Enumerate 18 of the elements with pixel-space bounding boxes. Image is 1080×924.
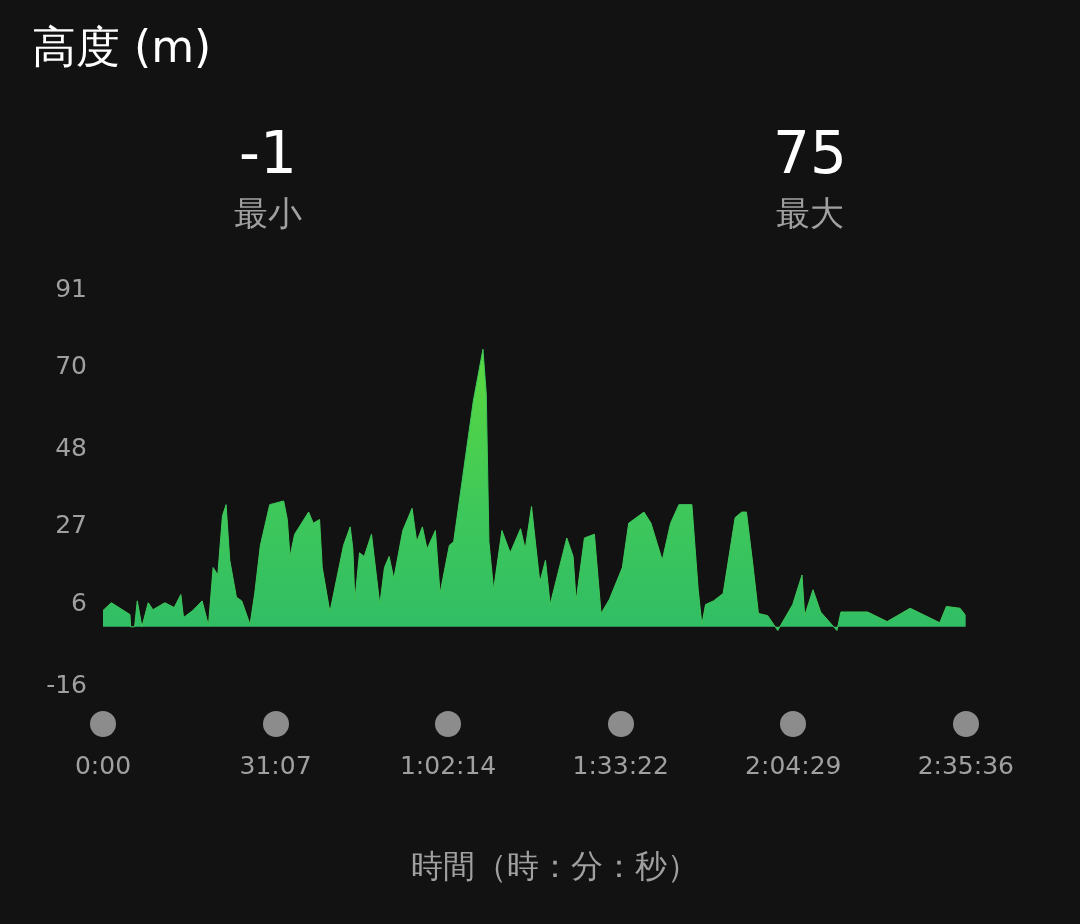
y-tick-label: 48: [55, 432, 87, 462]
y-tick-label: 91: [55, 273, 87, 303]
x-tick-label: 2:35:36: [917, 750, 1014, 780]
text: 最大: [775, 192, 845, 235]
y-tick-label: 6: [71, 588, 87, 618]
x-tick-label: 1:33:22: [572, 750, 669, 780]
y-tick-label: 27: [55, 510, 87, 540]
y-tick-label: 70: [55, 351, 87, 381]
x-tick-label: 0:00: [74, 750, 132, 780]
x-tick-label: 1:02:14: [399, 750, 497, 780]
x-axis-title: 時間（時：分：秒）: [410, 846, 700, 887]
text: 最小: [233, 192, 303, 235]
y-tick-label: -16: [46, 669, 87, 699]
x-tick-label: 31:07: [239, 750, 312, 780]
text: 75: [772, 118, 848, 188]
chart-title: 高度 (m): [32, 20, 212, 74]
text: -1: [238, 118, 298, 188]
x-tick-label: 2:04:29: [745, 750, 842, 780]
